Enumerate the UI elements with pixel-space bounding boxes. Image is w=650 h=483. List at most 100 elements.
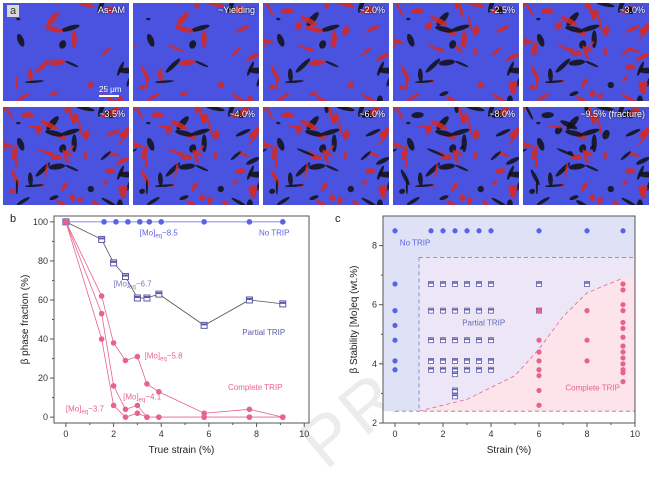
micrograph-tile: ~3.0%	[523, 3, 649, 101]
annotation: [Mo]eq~4.1	[123, 393, 162, 404]
data-point	[134, 402, 141, 409]
series-line	[65, 221, 283, 418]
x-tick-label: 4	[488, 429, 493, 439]
strain-label: As-AM	[98, 5, 125, 15]
data-point	[584, 228, 590, 234]
data-point	[440, 357, 446, 364]
panel-a-micrographs: As-AM a 25 μm ~Yielding ~2.0% ~2.5% ~3.0% ~3.5%…	[3, 3, 649, 206]
data-point	[125, 219, 131, 225]
data-point	[246, 414, 253, 420]
strain-label: ~Yielding	[218, 5, 255, 15]
micrograph-tile: ~3.5%	[3, 107, 129, 205]
micrograph-tile: ~2.0%	[263, 3, 389, 101]
strain-label: ~3.0%	[619, 5, 645, 15]
y-tick-label: 40	[38, 334, 48, 344]
data-point	[440, 337, 446, 344]
series-line	[65, 221, 283, 326]
data-point	[452, 228, 458, 234]
strain-label: ~8.0%	[489, 109, 515, 119]
data-point	[392, 337, 398, 343]
data-point	[156, 388, 162, 395]
micrograph-image	[133, 3, 259, 101]
data-point	[464, 366, 470, 373]
data-point	[63, 219, 69, 225]
data-point	[488, 357, 494, 364]
data-point	[392, 367, 398, 373]
data-point	[488, 366, 494, 373]
data-point	[464, 307, 470, 314]
data-point	[452, 337, 458, 344]
data-point	[536, 349, 542, 355]
annotation: Complete TRIP	[565, 383, 620, 392]
data-point	[428, 228, 434, 234]
x-tick-label: 0	[392, 429, 397, 439]
data-point	[122, 406, 129, 413]
y-tick-label: 8	[372, 241, 377, 251]
micrograph-image	[3, 3, 129, 101]
region-complete-trip	[419, 276, 635, 412]
micrograph-tile: ~4.0%	[133, 107, 259, 205]
y-axis-label: β phase fraction (%)	[20, 275, 31, 365]
chart-b-phase-fraction: 0 2 4 6 8 10 0 20 40 60 80 100 True strain (%) β phas…	[0, 208, 325, 468]
data-point	[452, 393, 458, 400]
data-point	[158, 219, 165, 225]
data-point	[620, 308, 626, 314]
y-tick-label: 2	[372, 418, 377, 428]
data-point	[452, 387, 458, 394]
data-point	[246, 406, 253, 413]
data-point	[536, 373, 542, 379]
data-point	[201, 219, 207, 225]
x-tick-label: 6	[536, 429, 541, 439]
data-point	[440, 228, 446, 234]
data-point	[488, 281, 494, 287]
data-point	[620, 379, 626, 385]
data-point	[113, 219, 119, 225]
x-axis-label: True strain (%)	[149, 445, 215, 456]
data-point	[584, 281, 590, 287]
micrograph-image	[523, 3, 649, 101]
annotation: [Mo]eq~5.8	[145, 352, 184, 363]
data-point	[620, 302, 626, 308]
data-point	[620, 228, 626, 234]
x-tick-label: 8	[254, 429, 259, 439]
annotation: [Mo]eq~3.7	[66, 404, 105, 415]
data-point	[620, 343, 626, 349]
data-point	[428, 307, 434, 314]
data-point	[476, 357, 482, 364]
x-tick-label: 2	[111, 429, 116, 439]
data-point	[620, 370, 626, 376]
data-point	[146, 219, 153, 225]
data-point	[620, 325, 626, 331]
data-point	[464, 337, 470, 344]
data-point	[464, 281, 470, 287]
data-point	[246, 219, 253, 225]
strain-label: ~6.0%	[359, 109, 385, 119]
data-point	[620, 287, 626, 293]
data-point	[279, 414, 286, 420]
data-point	[440, 307, 446, 314]
micrograph-image	[263, 3, 389, 101]
data-point	[488, 337, 494, 344]
strain-label: ~2.5%	[489, 5, 515, 15]
data-point	[452, 281, 458, 287]
data-point	[122, 357, 129, 364]
data-point	[110, 340, 117, 346]
data-point	[464, 228, 470, 234]
data-point	[620, 349, 626, 355]
data-point	[584, 308, 590, 314]
data-point	[428, 337, 434, 344]
complete-trip-boundary	[418, 277, 624, 412]
x-tick-label: 10	[299, 429, 309, 439]
data-point	[101, 219, 107, 225]
annotation: [Mo]eq~8.5	[140, 229, 179, 240]
data-point	[476, 281, 482, 287]
data-point	[134, 410, 141, 417]
data-point	[620, 334, 626, 340]
y-tick-label: 4	[372, 359, 377, 369]
x-tick-label: 4	[159, 429, 164, 439]
chart-c-beta-stability: 0 2 4 6 8 10 2 4 6 8 Strain (%) β Stability [Mo]eq …	[325, 208, 650, 468]
data-point	[392, 322, 398, 329]
y-tick-label: 0	[43, 412, 48, 422]
data-point	[536, 358, 542, 364]
